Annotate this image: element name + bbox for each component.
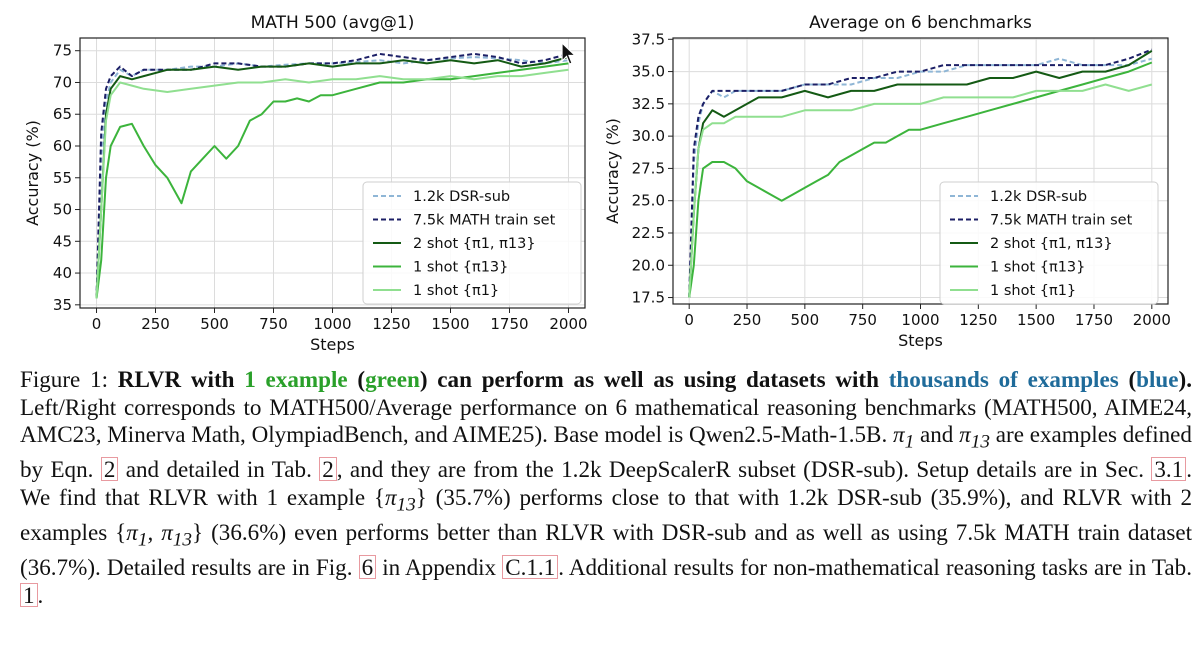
ref-eqn-link[interactable]: 2: [100, 457, 119, 482]
x-tick-label: 1000: [901, 311, 939, 329]
highlight-blue-2: blue: [1136, 366, 1179, 392]
y-tick-label: 17.5: [632, 289, 665, 307]
x-axis-label: Steps: [310, 335, 355, 354]
legend: 1.2k DSR-sub 7.5k MATH train set 2 shot {π…: [362, 181, 582, 305]
legend-entry-1: 7.5k MATH train set: [990, 213, 1133, 229]
y-tick-label: 30.0: [632, 127, 665, 145]
legend-entry-2: 2 shot {π1, π13}: [413, 236, 536, 252]
legend-entry-3: 1 shot {π13}: [413, 260, 508, 276]
x-tick-label: 250: [141, 315, 170, 333]
y-tick-label: 45: [53, 232, 72, 250]
legend-box: [362, 181, 582, 305]
math-pi1-pi13: π1, π13: [126, 519, 193, 551]
x-tick-label: 750: [848, 311, 877, 329]
y-tick-label: 40: [53, 264, 72, 282]
caption-bold: RLVR with 1 example (green) can perform …: [117, 366, 1192, 392]
y-tick-label: 32.5: [632, 95, 665, 113]
legend-entry-0: 1.2k DSR-sub: [990, 189, 1087, 205]
y-axis-label: Accuracy (%): [23, 120, 42, 226]
caption-text-1: Left/Right corresponds to MATH500/Averag…: [20, 393, 1192, 448]
legend-entry-4: 1 shot {π1}: [990, 283, 1076, 299]
chart-title: Average on 6 benchmarks: [809, 13, 1032, 33]
y-tick-label: 70: [53, 73, 72, 91]
x-tick-label: 1750: [490, 315, 528, 333]
legend-entry-1: 7.5k MATH train set: [413, 213, 556, 229]
mouse-cursor-icon: [561, 42, 577, 65]
x-tick-label: 250: [733, 311, 762, 329]
legend-entry-2: 2 shot {π1, π13}: [990, 236, 1113, 252]
y-tick-label: 37.5: [632, 30, 665, 48]
x-tick-label: 0: [684, 311, 694, 329]
chart-average-6-benchmarks: 0 250 500 750 1000 1250 1500 1750 2000 17.5 20.0 22…: [603, 13, 1171, 350]
y-tick-label: 65: [53, 105, 72, 123]
series-line-1: [688, 48, 1153, 298]
legend-entry-0: 1.2k DSR-sub: [413, 189, 510, 205]
series-line-2: [688, 50, 1153, 298]
ref-appendix-link[interactable]: C.1.1: [502, 555, 559, 580]
math-pi13-b: π13: [384, 483, 416, 516]
x-tick-label: 500: [200, 315, 229, 333]
x-tick-label: 1250: [959, 311, 997, 329]
ref-tab2-link[interactable]: 2: [319, 457, 337, 482]
x-tick-label: 1000: [313, 315, 351, 333]
y-tick-label: 75: [53, 42, 72, 60]
series-line-3: [95, 62, 569, 299]
math-pi1: π1: [893, 421, 915, 453]
series-line-3: [688, 61, 1153, 298]
legend-entry-3: 1 shot {π13}: [990, 260, 1085, 276]
x-tick-label: 1500: [1017, 311, 1055, 329]
figure-1: 0 250 500 750 1000 1250 1500 1750 20003540455055…: [23, 13, 1171, 354]
y-tick-label: 25.0: [632, 192, 665, 210]
y-tick-label: 27.5: [632, 159, 665, 177]
highlight-green-2: green: [365, 366, 420, 392]
y-axis-label: Accuracy (%): [603, 118, 622, 224]
math-pi13: π13: [959, 421, 990, 453]
y-tick-label: 35.0: [632, 63, 665, 81]
y-tick-label: 50: [53, 201, 72, 219]
figure-caption: Figure 1: RLVR with 1 example (green) ca…: [20, 366, 1193, 608]
series-line-2: [95, 56, 569, 299]
x-tick-label: 1500: [431, 315, 469, 333]
series-line-4: [95, 68, 569, 299]
y-tick-label: 60: [53, 137, 72, 155]
legend-entry-4: 1 shot {π1}: [413, 283, 499, 299]
x-tick-label: 2000: [549, 315, 587, 333]
x-tick-label: 2000: [1133, 311, 1171, 329]
series-line-0: [95, 56, 569, 299]
series-line-4: [688, 83, 1153, 298]
chart-title: MATH 500 (avg@1): [251, 13, 415, 33]
highlight-blue-1: thousands of examples: [888, 366, 1119, 392]
figure-label: Figure 1:: [20, 366, 109, 392]
x-axis-label: Steps: [898, 331, 943, 350]
x-tick-label: 0: [92, 315, 102, 333]
ref-sec-link[interactable]: 3.1: [1151, 457, 1187, 482]
ref-fig-link[interactable]: 6: [358, 555, 377, 580]
y-tick-label: 55: [53, 169, 72, 187]
x-tick-label: 1750: [1075, 311, 1113, 329]
highlight-green-1: 1 example: [244, 366, 348, 392]
y-tick-label: 20.0: [632, 256, 665, 274]
x-tick-label: 500: [791, 311, 820, 329]
ref-tab1-link[interactable]: 1: [20, 582, 38, 607]
x-tick-label: 750: [259, 315, 288, 333]
legend: 1.2k DSR-sub 7.5k MATH train set 2 shot {π…: [939, 181, 1159, 305]
y-tick-label: 35: [53, 296, 72, 314]
chart-math500: 0 250 500 750 1000 1250 1500 1750 2000 35 40 45 50 55…: [23, 13, 588, 354]
x-tick-label: 1250: [372, 315, 410, 333]
y-tick-label: 22.5: [632, 224, 665, 242]
legend-box: [939, 181, 1159, 305]
